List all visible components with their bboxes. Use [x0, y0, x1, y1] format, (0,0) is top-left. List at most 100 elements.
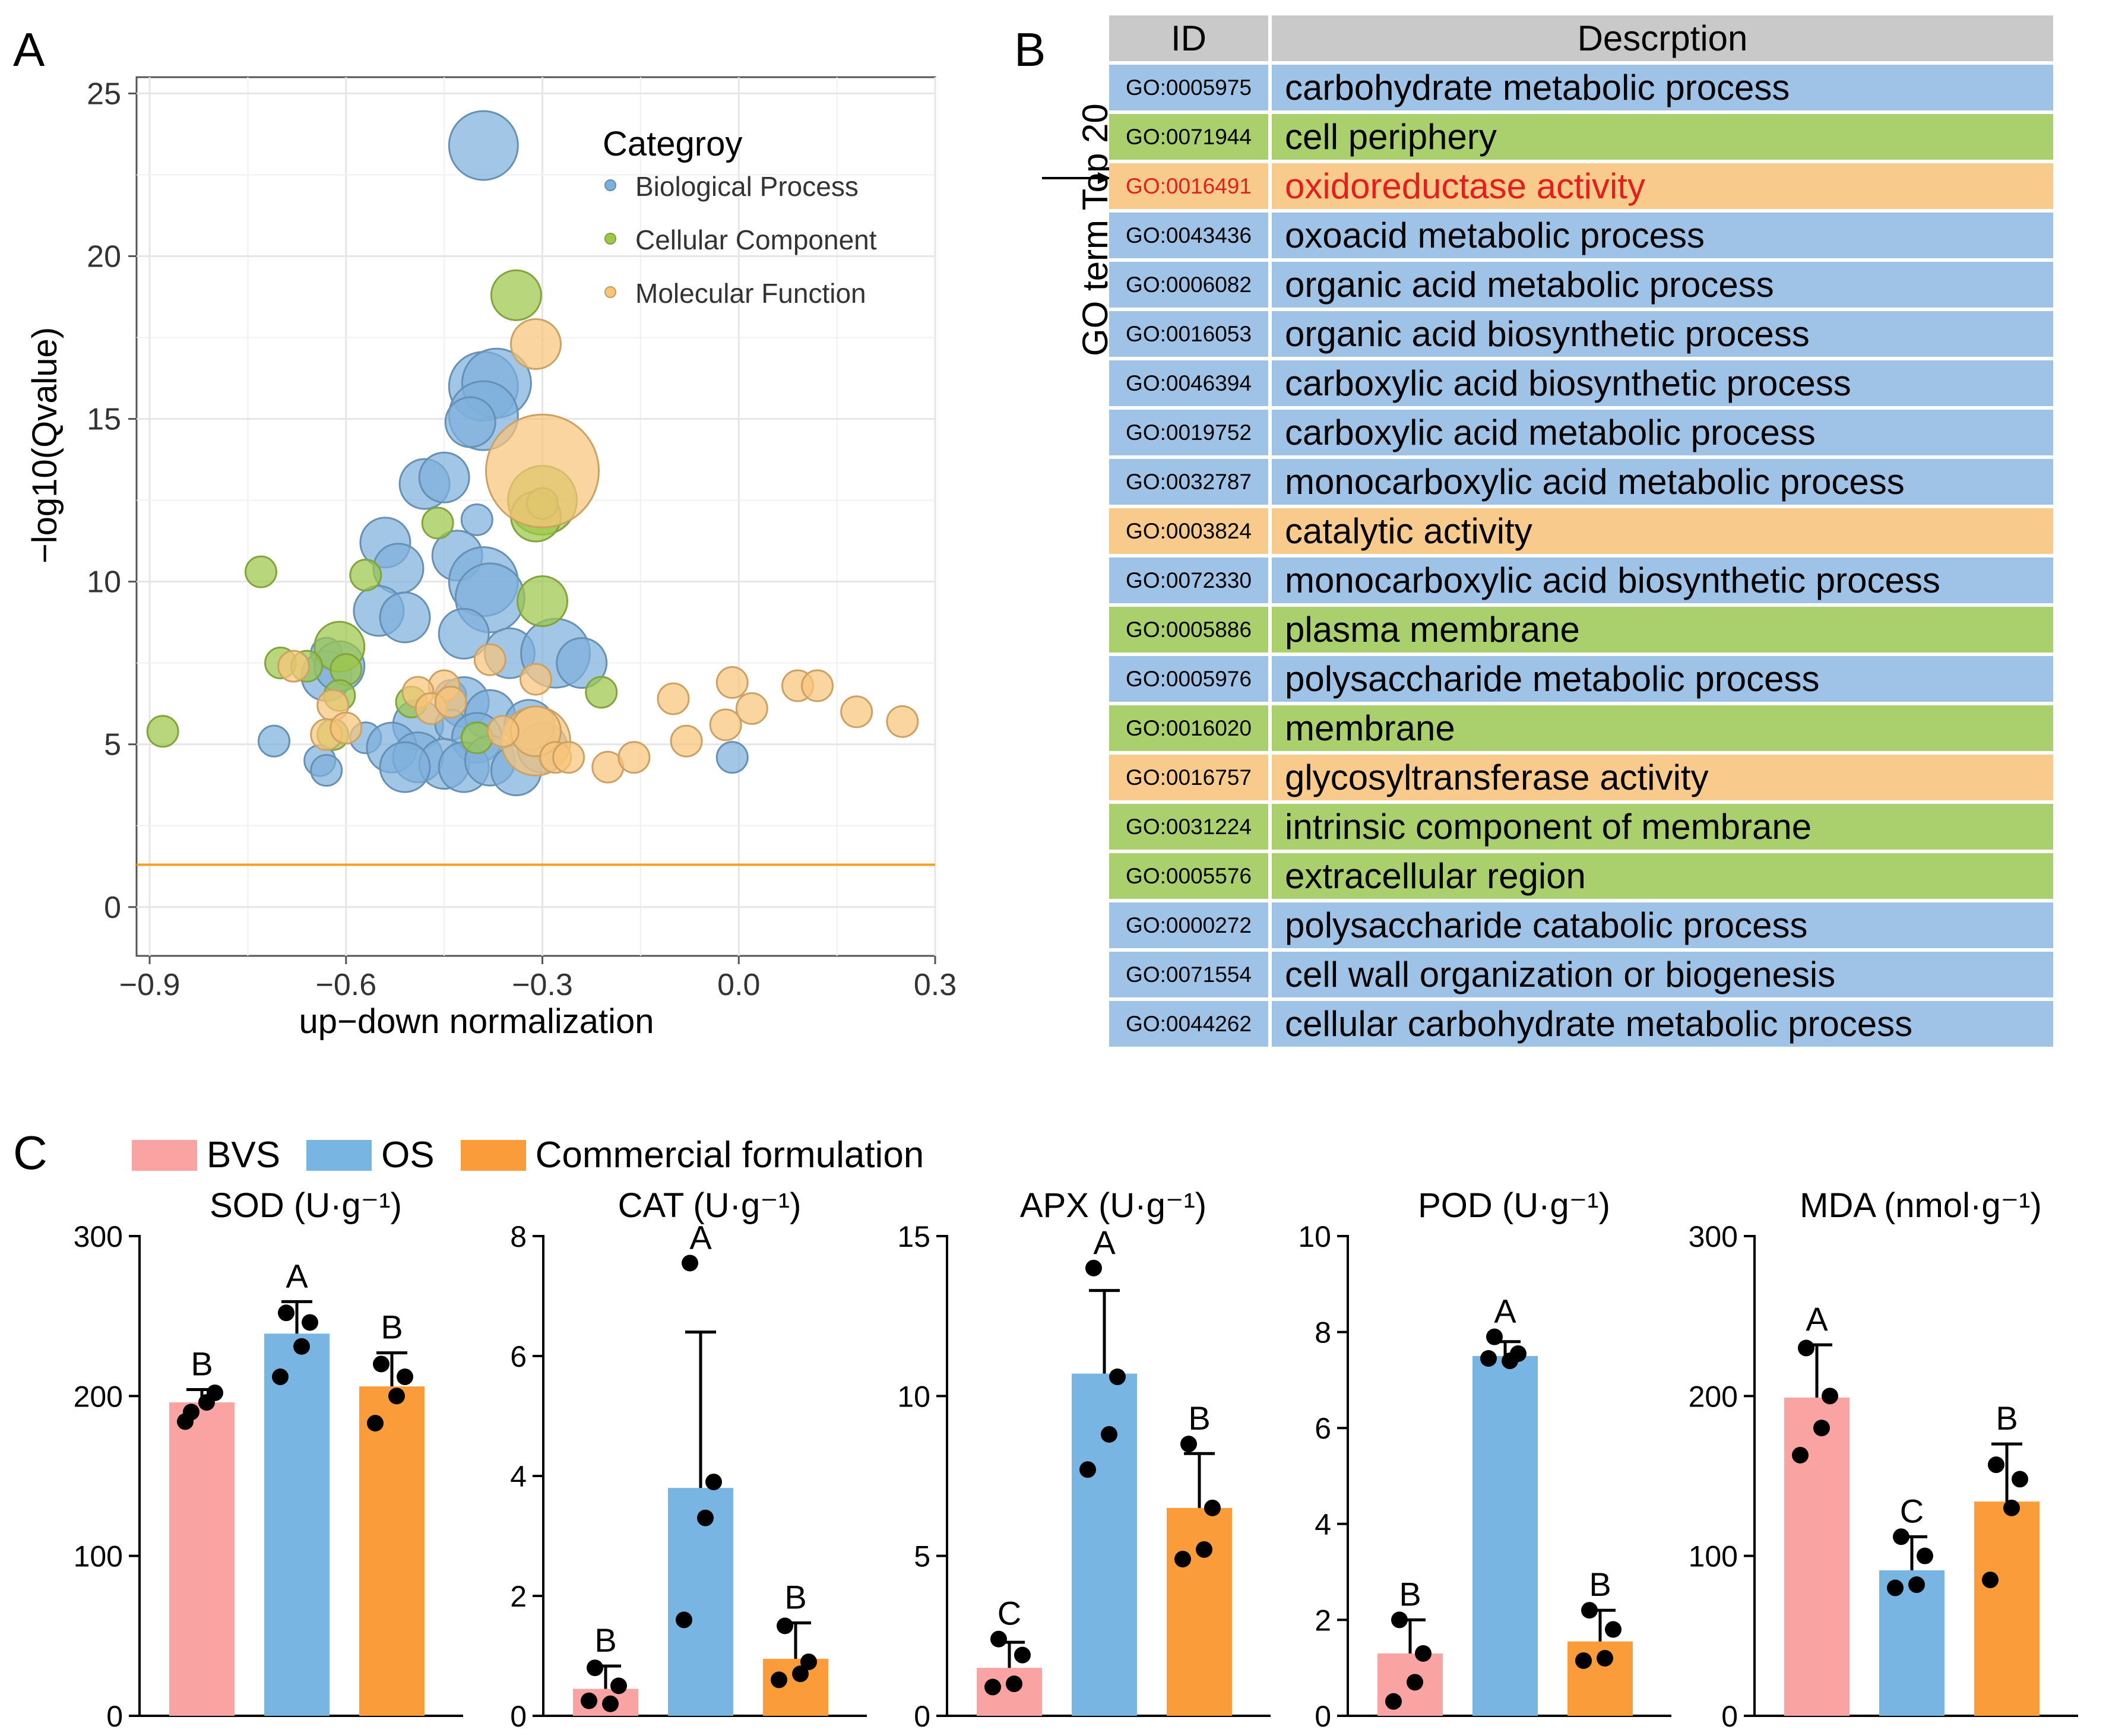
- bar: [1974, 1501, 2040, 1716]
- bubble-biological: [379, 741, 431, 793]
- y-tick-label: 0: [104, 891, 121, 925]
- bubble-molecular: [617, 741, 651, 774]
- bubble-cellular: [517, 575, 569, 628]
- significance-letter: B: [1996, 1399, 2018, 1437]
- y-tick-label: 4: [510, 1460, 527, 1493]
- y-tick-label: 8: [1315, 1316, 1331, 1349]
- go-description: glycosyltransferase activity: [1272, 755, 2053, 804]
- go-row: GO:0005975 carbohydrate metabolic process: [1109, 65, 2053, 114]
- data-point: [302, 1314, 318, 1331]
- data-point: [792, 1665, 809, 1683]
- significance-letter: B: [1188, 1399, 1210, 1437]
- bubble-molecular: [510, 318, 562, 370]
- y-tick-label: 200: [1689, 1380, 1738, 1413]
- y-tick-label: 6: [510, 1340, 527, 1373]
- data-point: [1597, 1650, 1613, 1667]
- legend-item-commercial: Commercial formulation: [460, 1134, 924, 1176]
- bubble-molecular: [520, 663, 552, 696]
- data-point: [1014, 1646, 1031, 1664]
- bar: [1879, 1570, 1945, 1716]
- legend-item-bvs: BVS: [132, 1134, 280, 1176]
- go-row: GO:0072330 monocarboxylic acid biosynthet…: [1109, 557, 2053, 607]
- header-id: ID: [1109, 15, 1272, 65]
- bubble-molecular: [840, 695, 873, 728]
- panel-label-b: B: [1014, 23, 1046, 76]
- go-description: oxidoreductase activity: [1272, 163, 2053, 213]
- significance-letter: B: [594, 1621, 616, 1659]
- data-point: [397, 1368, 413, 1386]
- go-row: GO:0044262 cellular carbohydrate metaboli…: [1109, 1001, 2053, 1050]
- go-description: carbohydrate metabolic process: [1272, 65, 2053, 114]
- go-id: GO:0031224: [1109, 804, 1272, 853]
- go-row: GO:0032787 monocarboxylic acid metabolic …: [1109, 459, 2053, 508]
- legend-label-biological: Biological Process: [635, 171, 859, 202]
- y-tick-label: 0: [1721, 1700, 1738, 1733]
- legend-marker-biological: [604, 179, 616, 191]
- significance-letter: A: [1093, 1224, 1116, 1261]
- data-point: [1407, 1674, 1423, 1691]
- y-tick-label: 5: [914, 1540, 930, 1573]
- bubble-molecular: [715, 666, 749, 699]
- bubble-biological: [444, 396, 496, 448]
- go-row: GO:0016053 organic acid biosynthetic proc…: [1109, 311, 2053, 360]
- x-tick-label: −0.9: [119, 968, 180, 1002]
- data-point: [610, 1677, 627, 1694]
- data-point: [1798, 1339, 1814, 1357]
- bar: [264, 1333, 330, 1716]
- data-point: [373, 1355, 389, 1373]
- header-description: Descrption: [1272, 15, 2053, 65]
- bubble-biological: [715, 741, 749, 774]
- data-point: [1813, 1420, 1830, 1437]
- go-description: cell periphery: [1272, 114, 2053, 163]
- data-point: [777, 1617, 793, 1634]
- y-tick-label: 0: [510, 1700, 527, 1733]
- go-description: polysaccharide catabolic process: [1272, 902, 2053, 952]
- go-id: GO:0019752: [1109, 410, 1272, 459]
- y-tick-label: 300: [1689, 1220, 1738, 1253]
- data-point: [1391, 1611, 1408, 1629]
- significance-letter: B: [1399, 1575, 1421, 1613]
- data-point: [1982, 1572, 1999, 1589]
- go-row: GO:0046394 carboxylic acid biosynthetic p…: [1109, 360, 2053, 410]
- y-tick-label: 4: [1315, 1508, 1331, 1541]
- y-tick-label: 300: [74, 1220, 123, 1253]
- go-description: extracellular region: [1272, 853, 2053, 902]
- bubble-biological: [418, 451, 470, 503]
- y-tick-label: 2: [510, 1580, 527, 1613]
- data-point: [367, 1415, 384, 1432]
- data-point: [1887, 1579, 1904, 1596]
- data-point: [177, 1413, 194, 1430]
- data-point: [1480, 1350, 1497, 1367]
- legend-item-os: OS: [306, 1134, 435, 1176]
- significance-letter: B: [784, 1578, 806, 1615]
- data-point: [278, 1304, 294, 1322]
- go-description: intrinsic component of membrane: [1272, 804, 2053, 853]
- data-point: [1085, 1259, 1102, 1276]
- go-id: GO:0032787: [1109, 459, 1272, 508]
- bar: [1072, 1373, 1137, 1716]
- scatter-chart: −0.9 −0.6 −0.3 0.0 0.3 0 5 10 15 20 25 up−down norm…: [26, 76, 957, 1041]
- data-point: [1006, 1675, 1022, 1693]
- go-description: membrane: [1272, 705, 2053, 755]
- go-id: GO:0006082: [1109, 262, 1272, 311]
- data-point: [682, 1255, 698, 1272]
- data-point: [581, 1692, 597, 1709]
- significance-letter: A: [1806, 1300, 1828, 1338]
- y-tick-label: 5: [104, 728, 121, 762]
- go-description: carboxylic acid metabolic process: [1272, 410, 2053, 459]
- significance-letter: C: [1900, 1492, 1924, 1529]
- go-id: GO:0044262: [1109, 1001, 1272, 1050]
- go-id: GO:0016053: [1109, 311, 1272, 360]
- bar: [1784, 1398, 1850, 1716]
- go-row: GO:0005976 polysaccharide metabolic proce…: [1109, 656, 2053, 705]
- bubble-biological: [556, 637, 608, 689]
- legend-label-cellular: Cellular Component: [635, 224, 877, 255]
- y-tick-label: 0: [914, 1700, 930, 1733]
- bubble-cellular: [585, 676, 618, 709]
- bubble-molecular: [886, 705, 919, 738]
- go-row: GO:0043436 oxoacid metabolic process: [1109, 213, 2053, 262]
- data-point: [1575, 1652, 1592, 1670]
- subplot-title: CAT (U·g⁻¹): [618, 1186, 802, 1225]
- panel-label-a: A: [13, 23, 45, 76]
